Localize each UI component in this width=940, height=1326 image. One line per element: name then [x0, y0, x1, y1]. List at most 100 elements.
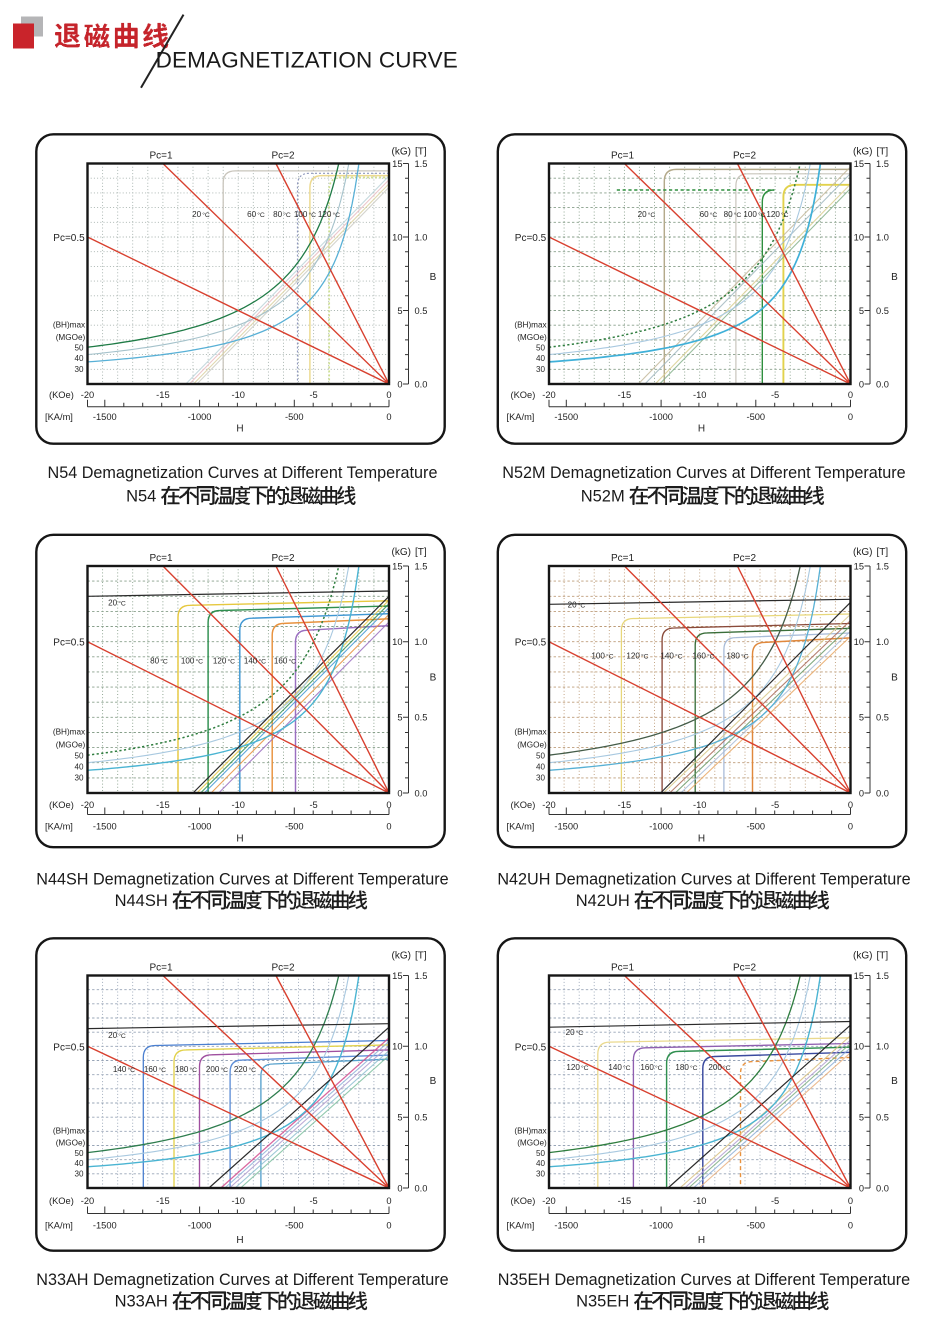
- svg-text:-20: -20: [542, 390, 555, 400]
- svg-text:0.0: 0.0: [876, 1183, 889, 1193]
- svg-text:B: B: [430, 272, 437, 283]
- svg-text:0: 0: [848, 800, 853, 810]
- svg-text:1.5: 1.5: [876, 159, 889, 169]
- svg-text:Pc=0.5: Pc=0.5: [53, 233, 85, 244]
- svg-text:Pc=0.5: Pc=0.5: [515, 1042, 547, 1053]
- svg-text:B: B: [430, 673, 437, 684]
- svg-text:0: 0: [397, 1183, 402, 1193]
- svg-text:-1000: -1000: [649, 412, 673, 422]
- svg-text:(kG): (kG): [853, 951, 872, 962]
- svg-text:20°C: 20°C: [108, 1031, 126, 1040]
- svg-text:[T]: [T]: [877, 147, 889, 158]
- svg-text:-10: -10: [693, 800, 706, 810]
- svg-text:120°C: 120°C: [766, 210, 788, 219]
- svg-text:1.0: 1.0: [876, 232, 889, 242]
- svg-text:Pc=2: Pc=2: [271, 553, 295, 564]
- svg-text:40: 40: [74, 762, 84, 771]
- svg-text:0: 0: [848, 390, 853, 400]
- svg-text:-5: -5: [771, 1196, 779, 1206]
- svg-text:100°C: 100°C: [743, 210, 765, 219]
- svg-text:-1500: -1500: [93, 822, 117, 832]
- svg-text:Pc=2: Pc=2: [271, 151, 295, 162]
- svg-text:10: 10: [854, 232, 864, 242]
- svg-text:10: 10: [392, 1042, 402, 1052]
- svg-text:0.5: 0.5: [876, 1113, 889, 1123]
- svg-text:-15: -15: [156, 390, 169, 400]
- svg-text:(BH)max: (BH)max: [514, 1127, 546, 1136]
- svg-text:-20: -20: [81, 1196, 94, 1206]
- svg-text:-500: -500: [285, 822, 304, 832]
- svg-text:30: 30: [536, 365, 546, 374]
- svg-text:0: 0: [397, 379, 402, 389]
- svg-text:(kG): (kG): [853, 147, 872, 158]
- svg-text:[KA/m]: [KA/m]: [45, 1221, 73, 1231]
- svg-text:-500: -500: [746, 412, 765, 422]
- svg-text:0: 0: [386, 822, 391, 832]
- svg-text:N52M Demagnetization Curves at: N52M Demagnetization Curves at Different…: [502, 464, 905, 482]
- svg-text:Pc=0.5: Pc=0.5: [515, 638, 547, 649]
- svg-text:-10: -10: [231, 1196, 244, 1206]
- svg-text:-1000: -1000: [188, 1221, 212, 1231]
- svg-text:DEMAGNETIZATION CURVE: DEMAGNETIZATION CURVE: [156, 48, 458, 73]
- svg-text:20°C: 20°C: [638, 210, 656, 219]
- svg-text:15: 15: [854, 971, 864, 981]
- svg-text:120°C: 120°C: [566, 1063, 588, 1072]
- svg-text:N52M: N52M: [581, 487, 625, 505]
- svg-text:(BH)max: (BH)max: [53, 321, 85, 330]
- svg-text:-5: -5: [309, 800, 317, 810]
- svg-text:80°C: 80°C: [150, 657, 168, 666]
- svg-text:30: 30: [536, 773, 546, 782]
- svg-text:0.5: 0.5: [415, 1113, 428, 1123]
- svg-text:1.0: 1.0: [876, 1042, 889, 1052]
- svg-text:H: H: [698, 1235, 705, 1246]
- svg-text:Pc=2: Pc=2: [733, 151, 757, 162]
- svg-text:-20: -20: [542, 1196, 555, 1206]
- svg-text:(KOe): (KOe): [49, 800, 74, 810]
- svg-text:-5: -5: [771, 800, 779, 810]
- svg-text:-15: -15: [156, 1196, 169, 1206]
- svg-text:-10: -10: [231, 800, 244, 810]
- svg-text:1.0: 1.0: [876, 637, 889, 647]
- svg-text:Pc=2: Pc=2: [733, 963, 757, 974]
- svg-text:160°C: 160°C: [274, 657, 296, 666]
- svg-text:1.0: 1.0: [415, 232, 428, 242]
- svg-text:N35EH: N35EH: [576, 1293, 629, 1311]
- svg-text:5: 5: [397, 713, 402, 723]
- svg-text:[T]: [T]: [415, 951, 427, 962]
- svg-text:-10: -10: [231, 390, 244, 400]
- svg-text:N54 Demagnetization Curves at: N54 Demagnetization Curves at Different …: [48, 464, 438, 482]
- svg-text:Pc=2: Pc=2: [733, 553, 757, 564]
- svg-text:0: 0: [848, 412, 853, 422]
- svg-text:(MGOe): (MGOe): [517, 741, 547, 750]
- svg-text:60°C: 60°C: [700, 210, 718, 219]
- svg-text:1.0: 1.0: [415, 637, 428, 647]
- svg-text:180°C: 180°C: [726, 652, 748, 661]
- svg-text:10: 10: [392, 232, 402, 242]
- svg-text:0: 0: [386, 1221, 391, 1231]
- svg-text:0: 0: [386, 412, 391, 422]
- svg-text:-20: -20: [81, 800, 94, 810]
- svg-text:50: 50: [74, 1149, 84, 1158]
- svg-text:10: 10: [392, 637, 402, 647]
- svg-text:0.0: 0.0: [415, 788, 428, 798]
- svg-text:[T]: [T]: [415, 547, 427, 558]
- svg-text:(MGOe): (MGOe): [517, 1139, 547, 1148]
- svg-text:120°C: 120°C: [213, 657, 235, 666]
- svg-text:[KA/m]: [KA/m]: [507, 822, 535, 832]
- svg-text:(KOe): (KOe): [511, 390, 536, 400]
- svg-text:-15: -15: [156, 800, 169, 810]
- svg-text:200°C: 200°C: [708, 1063, 730, 1072]
- svg-text:[KA/m]: [KA/m]: [45, 822, 73, 832]
- svg-text:H: H: [698, 834, 705, 845]
- svg-text:220°C: 220°C: [234, 1065, 256, 1074]
- svg-text:140°C: 140°C: [608, 1063, 630, 1072]
- svg-text:30: 30: [74, 1169, 84, 1178]
- svg-text:0.0: 0.0: [415, 1183, 428, 1193]
- svg-text:200°C: 200°C: [206, 1065, 228, 1074]
- svg-text:1.5: 1.5: [415, 971, 428, 981]
- svg-text:20°C: 20°C: [568, 601, 586, 610]
- svg-text:0: 0: [397, 788, 402, 798]
- svg-text:140°C: 140°C: [113, 1065, 135, 1074]
- svg-text:B: B: [891, 1076, 898, 1087]
- svg-text:0.0: 0.0: [415, 379, 428, 389]
